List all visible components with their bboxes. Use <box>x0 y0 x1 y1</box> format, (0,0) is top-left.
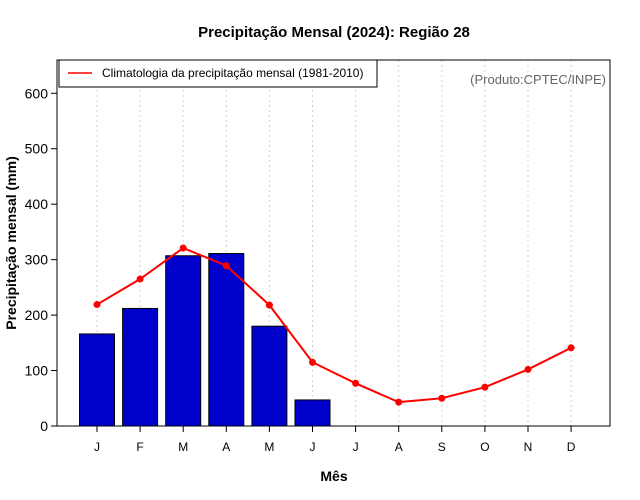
y-tick-label-4: 400 <box>25 196 49 212</box>
x-tick-label-1: F <box>136 440 143 454</box>
climatology-point-9 <box>481 383 489 391</box>
chart-title: Precipitação Mensal (2024): Região 28 <box>198 24 470 41</box>
y-axis: 0 100 200 300 400 500 600 <box>25 85 57 434</box>
legend-label-climatology: Climatologia da precipitação mensal (198… <box>102 66 363 80</box>
climatology-point-7 <box>395 398 403 406</box>
climatology-point-4 <box>265 301 273 309</box>
climatology-point-0 <box>93 301 101 309</box>
climatology-point-2 <box>179 244 187 252</box>
legend-box <box>58 59 378 88</box>
source-note: (Produto:CPTEC/INPE) <box>470 72 606 87</box>
x-tick-label-11: D <box>567 440 576 454</box>
climatology-point-1 <box>136 275 144 283</box>
y-tick-label-5: 500 <box>25 141 49 157</box>
bar-4 <box>251 325 288 427</box>
y-tick-label-6: 600 <box>25 85 49 101</box>
legend: Climatologia da precipitação mensal (198… <box>58 59 378 88</box>
bar-5 <box>294 399 331 427</box>
bar-1 <box>122 307 159 427</box>
y-tick-label-2: 200 <box>25 307 49 323</box>
climatology-point-3 <box>222 262 230 270</box>
climatology-series <box>93 244 575 406</box>
bar-3 <box>208 253 245 427</box>
x-tick-label-2: M <box>178 440 188 454</box>
x-tick-label-9: O <box>480 440 489 454</box>
climatology-point-11 <box>567 344 575 352</box>
x-tick-label-3: A <box>222 440 230 454</box>
climatology-point-6 <box>352 379 360 387</box>
climatology-point-8 <box>438 394 446 402</box>
x-tick-label-0: J <box>94 440 100 454</box>
y-tick-label-0: 0 <box>40 418 48 434</box>
climatology-point-5 <box>309 358 316 366</box>
x-tick-label-6: J <box>353 440 359 454</box>
y-tick-label-3: 300 <box>25 252 49 268</box>
x-tick-label-8: S <box>438 440 446 454</box>
bar-series <box>79 253 331 427</box>
y-axis-label: Precipitação mensal (mm) <box>3 156 19 330</box>
x-axis-label: Mês <box>320 468 347 484</box>
x-tick-label-4: M <box>264 440 274 454</box>
bar-2 <box>165 255 202 427</box>
bar-0 <box>79 333 115 427</box>
x-tick-label-10: N <box>524 440 533 454</box>
climatology-point-10 <box>524 365 532 373</box>
x-tick-label-5: J <box>310 440 316 454</box>
x-tick-label-7: A <box>395 440 403 454</box>
climatology-line <box>96 246 572 404</box>
y-tick-label-1: 100 <box>25 363 49 379</box>
